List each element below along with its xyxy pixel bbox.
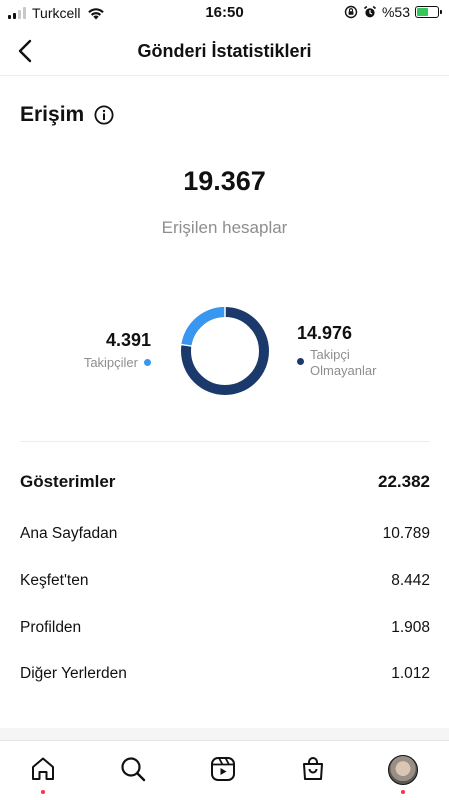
- impressions-row-label: Profilden: [20, 619, 82, 636]
- reels-icon: [211, 757, 235, 781]
- impressions-row-value: 10.789: [382, 525, 430, 542]
- page-title: Gönderi İstatistikleri: [137, 41, 312, 61]
- followers-value: 4.391: [105, 330, 151, 350]
- followers-dot: [144, 359, 151, 366]
- status-bar: Turkcell 16:50 %53: [0, 0, 449, 26]
- tab-reels[interactable]: [209, 755, 241, 787]
- impressions-row: Diğer Yerlerden 1.012: [20, 665, 430, 683]
- non-followers-legend: Takipçi Olmayanlar: [297, 347, 376, 379]
- battery-percent: %53: [381, 4, 410, 20]
- back-icon[interactable]: [12, 36, 40, 66]
- impressions-row-value: 8.442: [391, 572, 430, 589]
- followers-label: Takipçiler: [83, 355, 138, 370]
- info-icon[interactable]: [94, 105, 114, 125]
- wifi-icon: [87, 7, 104, 19]
- status-time: 16:50: [205, 4, 244, 21]
- impressions-row-label: Ana Sayfadan: [20, 525, 118, 542]
- impressions-row: Ana Sayfadan 10.789: [20, 525, 430, 543]
- status-left: Turkcell: [8, 5, 105, 21]
- page-header: Gönderi İstatistikleri: [0, 26, 449, 76]
- alarm-icon: [363, 5, 376, 18]
- reach-total-label: Erişilen hesaplar: [161, 218, 288, 237]
- home-icon: [32, 757, 54, 780]
- impressions-row: Profilden 1.908: [20, 619, 430, 637]
- impressions-row-label: Diğer Yerlerden: [20, 665, 127, 682]
- non-followers-stat: 14.976 Takipçi Olmayanlar: [297, 323, 376, 379]
- non-followers-value: 14.976: [297, 323, 353, 343]
- reach-title: Erişim: [20, 103, 85, 126]
- donut-separator: [180, 343, 193, 347]
- tab-home[interactable]: [29, 755, 61, 794]
- reach-section-title: Erişim: [20, 103, 114, 127]
- tab-search[interactable]: [119, 755, 151, 787]
- profile-notification-dot: [401, 790, 405, 794]
- non-followers-dot: [297, 358, 304, 365]
- followers-legend: Takipçiler: [84, 355, 151, 370]
- followers-stat: 4.391 Takipçiler: [84, 330, 151, 370]
- shop-icon: [303, 757, 323, 780]
- status-right: %53: [344, 4, 442, 20]
- impressions-row: Keşfet'ten 8.442: [20, 572, 430, 590]
- section-divider: [20, 441, 430, 442]
- carrier-label: Turkcell: [32, 5, 81, 21]
- reach-total: 19.367: [183, 166, 266, 196]
- tab-profile[interactable]: [388, 755, 420, 794]
- impressions-total: 22.382: [378, 472, 430, 491]
- impressions-row-value: 1.908: [391, 619, 430, 636]
- signal-icon: [8, 7, 26, 19]
- impressions-row-value: 1.012: [391, 665, 430, 682]
- search-icon: [121, 757, 146, 782]
- content-bottom-gap: [0, 728, 449, 740]
- impressions-row-label: Keşfet'ten: [20, 572, 89, 589]
- impressions-title: Gösterimler: [20, 472, 116, 491]
- rotation-lock-icon: [344, 5, 358, 19]
- battery-icon: [415, 6, 442, 18]
- profile-avatar: [388, 755, 418, 785]
- home-notification-dot: [41, 790, 45, 794]
- reach-donut-chart: [180, 306, 269, 395]
- tab-shop[interactable]: [299, 755, 331, 787]
- bottom-tab-bar: [0, 740, 449, 800]
- non-followers-label: Takipçi Olmayanlar: [310, 347, 377, 378]
- impressions-header: Gösterimler 22.382: [20, 472, 430, 492]
